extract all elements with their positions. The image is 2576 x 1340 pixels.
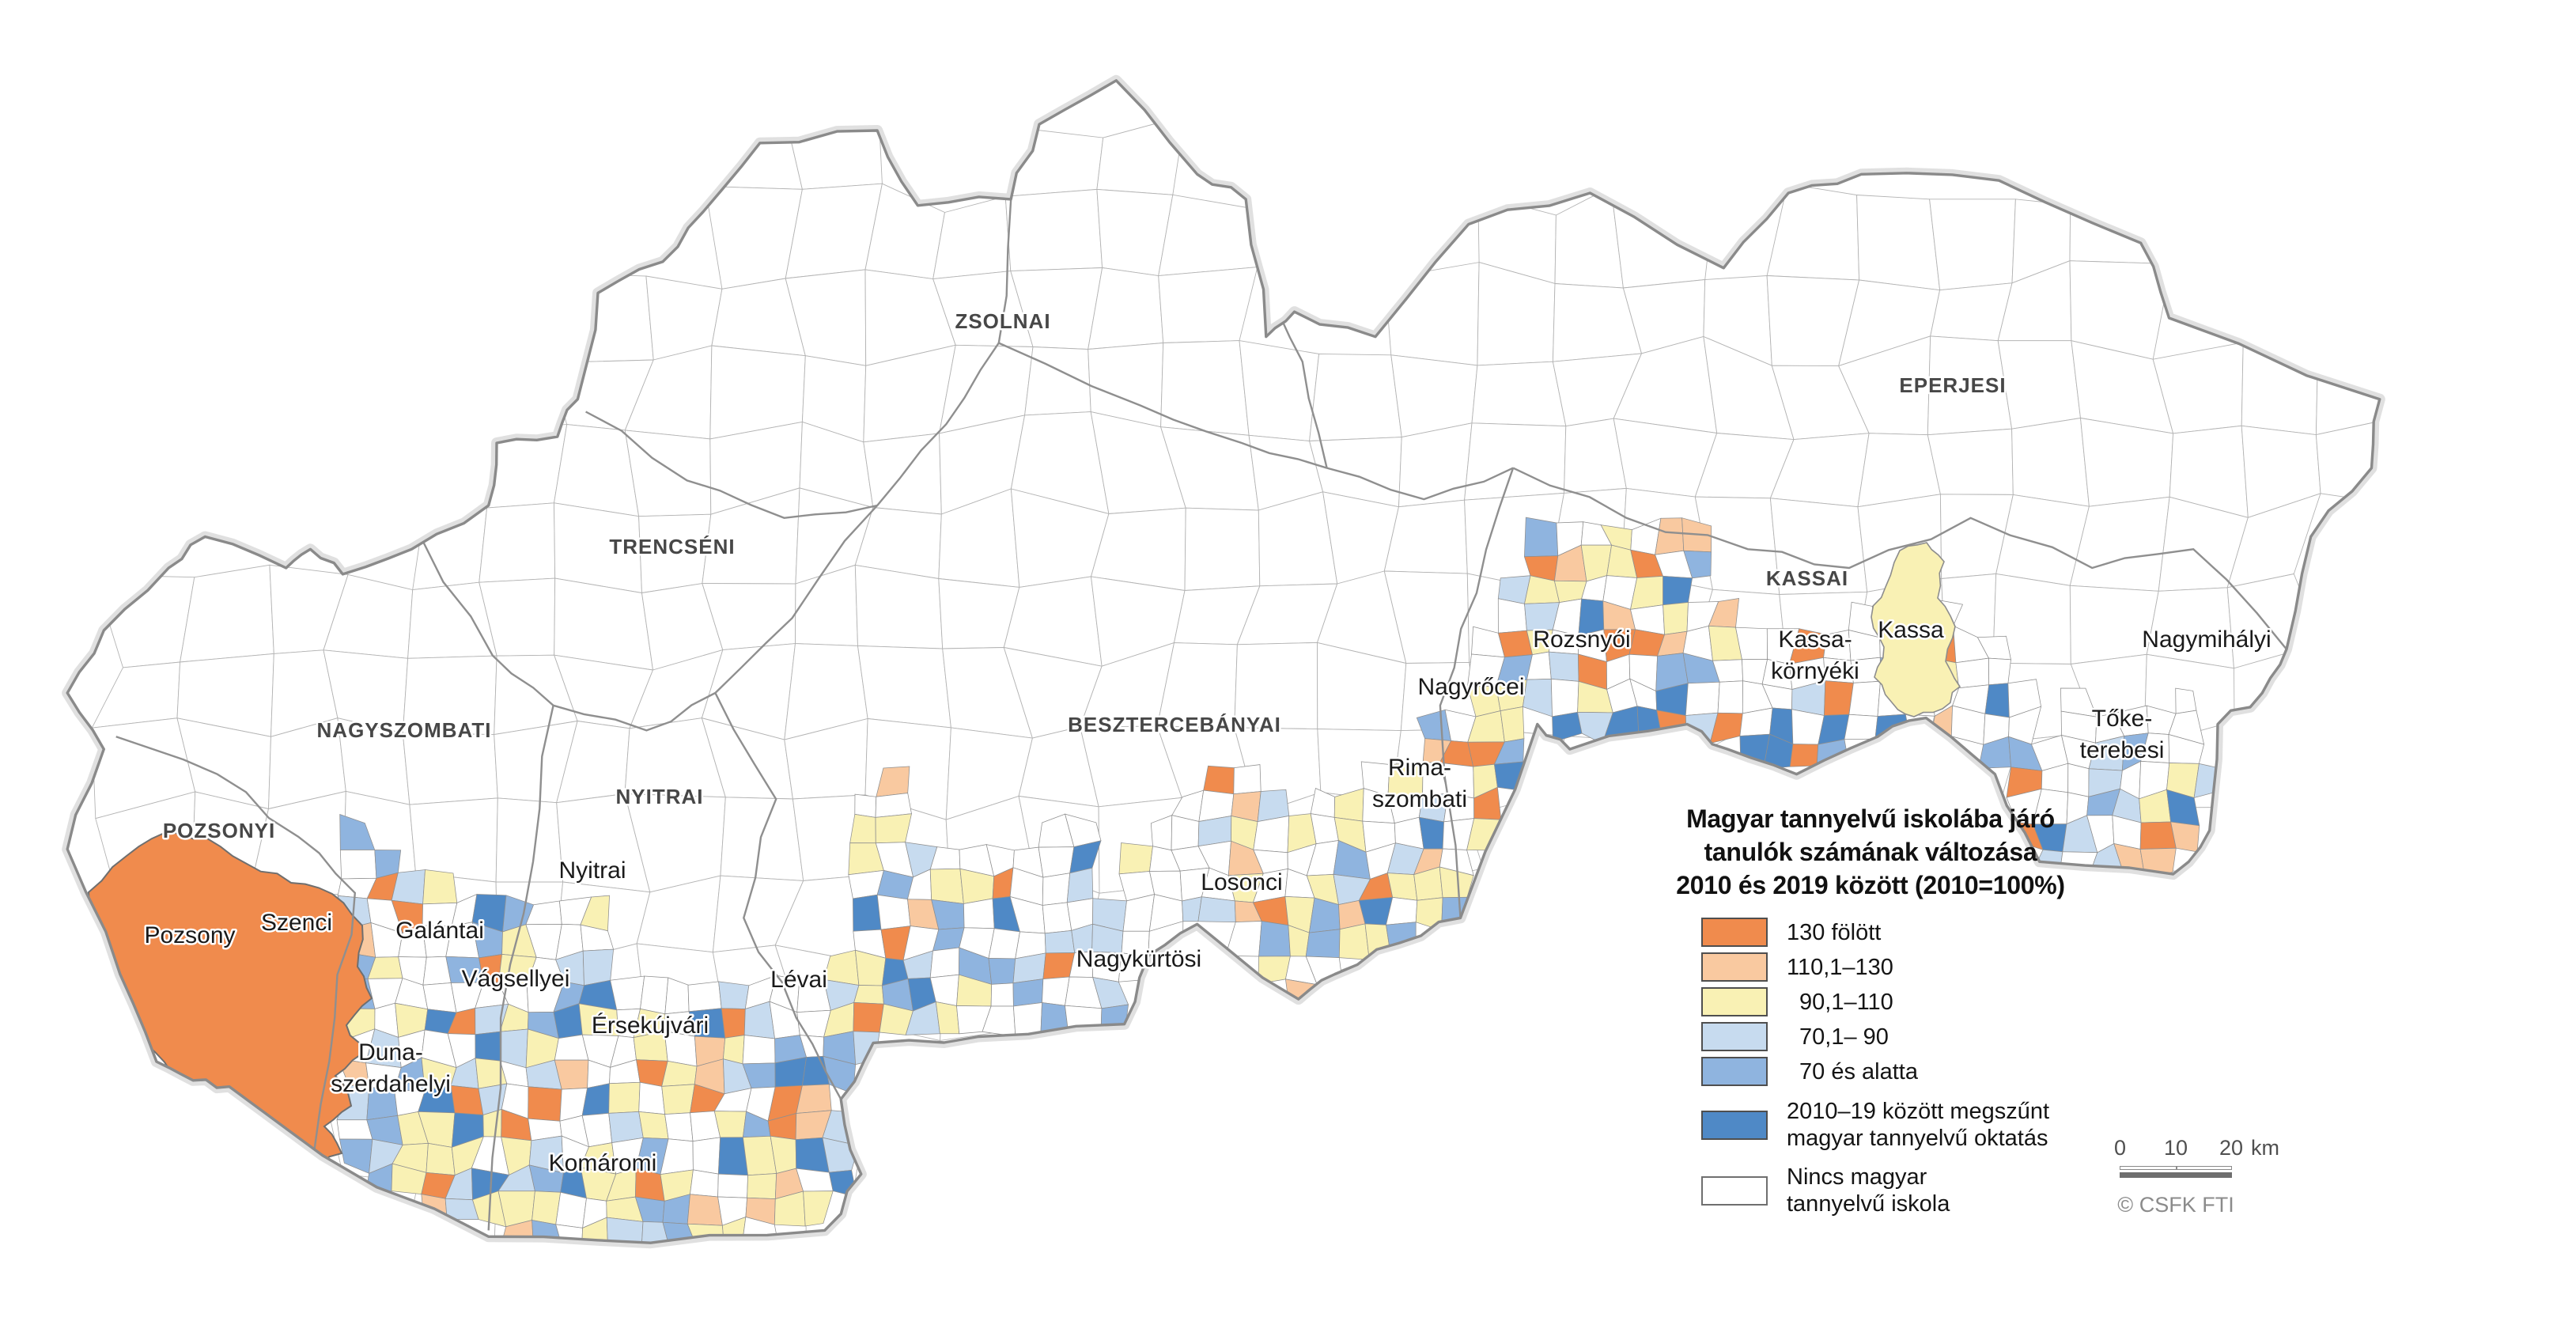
copyright: © CSFK FTI [2117, 1193, 2234, 1217]
scale-bar-thin [2120, 1166, 2232, 1170]
legend-item-above-130: 130 fölött [1701, 918, 2084, 947]
legend-label-110-130: 110,1–130 [1787, 954, 1893, 980]
legend-swatch-110-130 [1701, 952, 1768, 982]
scale-tick-label: 10 [2164, 1136, 2188, 1160]
legend-item-discontinued: 2010–19 között megszűnt magyar tannyelvű … [1701, 1098, 2084, 1152]
map-label-szenci: Szenci [261, 910, 332, 936]
map-label-rozsnyoi: Rozsnyói [1533, 626, 1630, 653]
region-pozsony [84, 831, 373, 1171]
map-label-kassa: Kassa [1878, 617, 1944, 643]
legend-label-70-90: 70,1– 90 [1799, 1024, 1889, 1050]
legend-swatch-90-110 [1701, 987, 1768, 1016]
legend-swatch-no-school [1701, 1175, 1768, 1206]
map-label-vagsellyei: Vágsellyei [462, 966, 570, 992]
map-label-kassai: KASSAI [1766, 566, 1848, 590]
map-label-nyitrai: Nyitrai [558, 857, 626, 884]
legend-swatch-70-below [1701, 1057, 1768, 1086]
scale-bar: 0 10 20 km © CSFK FTI [2094, 1136, 2284, 1223]
scale-unit: km [2251, 1136, 2279, 1160]
legend-item-70-below: 70 és alatta [1701, 1057, 2084, 1086]
map-label-nagykurtosi: Nagykürtösi [1076, 946, 1201, 972]
map-label-levai: Lévai [770, 967, 827, 993]
legend: Magyar tannyelvű iskolába járó tanulók s… [1657, 802, 2084, 1223]
scale-bar-thick [2120, 1172, 2232, 1178]
legend-title-line: Magyar tannyelvű iskolába járó [1686, 804, 2055, 833]
map-label-nagyrocei: Nagyrőcei [1417, 674, 1524, 700]
map-labels: POZSONYI NAGYSZOMBATI TRENCSÉNI NYITRAI ZSOL… [142, 308, 2273, 1179]
map-label-losonci: Losonci [1201, 869, 1282, 895]
legend-label-discontinued: 2010–19 között megszűnt magyar tannyelvű … [1787, 1099, 2050, 1151]
kraj-boundaries [115, 199, 2287, 1231]
legend-title: Magyar tannyelvű iskolába járó tanulók s… [1657, 802, 2084, 902]
map-label-trencseni: TRENCSÉNI [609, 535, 735, 558]
map-label-toke-terebesi: Tőke-terebesi [2080, 706, 2165, 763]
legend-item-110-130: 110,1–130 [1701, 952, 2084, 982]
map-label-galantai: Galántai [395, 918, 484, 944]
map-label-pozsonyi: POZSONYI [163, 819, 275, 842]
legend-label-no-school: Nincs magyar tannyelvű iskola [1787, 1164, 1950, 1217]
legend-title-line: tanulók számának változása [1704, 838, 2037, 866]
map-label-kassa-kornyeki: Kassa-környéki [1771, 626, 1859, 684]
legend-item-no-school: Nincs magyar tannyelvű iskola [1701, 1164, 2084, 1217]
map-label-zsolnai: ZSOLNAI [955, 309, 1050, 333]
map-label-nyitrai-kraj: NYITRAI [616, 785, 704, 808]
map-label-rima-szombati: Rima-szombati [1372, 755, 1467, 812]
legend-item-70-90: 70,1– 90 [1701, 1022, 2084, 1051]
scale-labels: 0 10 20 km [2094, 1136, 2284, 1160]
legend-swatch-above-130 [1701, 918, 1768, 947]
map-label-nagyszombati: NAGYSZOMBATI [317, 718, 492, 742]
map-label-komaromi: Komáromi [549, 1150, 657, 1176]
municipality-mosaic [336, 517, 2225, 1243]
legend-label-above-130: 130 fölött [1787, 919, 1882, 945]
map-label-ersekujvari: Érsekújvári [592, 1013, 709, 1039]
legend-item-90-110: 90,1–110 [1701, 987, 2084, 1016]
named-regions [84, 542, 1961, 1171]
legend-swatch-70-90 [1701, 1022, 1768, 1051]
legend-swatch-discontinued [1701, 1110, 1768, 1140]
scale-tick-label: 20 [2219, 1136, 2244, 1160]
map-label-eperjesi: EPERJESI [1899, 373, 2006, 397]
legend-label-70-below: 70 és alatta [1799, 1058, 1918, 1084]
map-label-duna-szerdahelyi: Duna-szerdahelyi [331, 1039, 451, 1097]
map-label-nagymihalyi: Nagymihályi [2142, 626, 2271, 653]
map-label-besztercebanyai: BESZTERCEBÁNYAI [1068, 713, 1281, 736]
scale-tick-label: 0 [2114, 1136, 2127, 1160]
country-border [66, 79, 2381, 1244]
scale-bar-graphic [2120, 1166, 2232, 1178]
map-label-pozsony: Pozsony [144, 922, 235, 948]
legend-title-line: 2010 és 2019 között (2010=100%) [1676, 871, 2065, 899]
region-kassa [1871, 542, 1961, 717]
legend-label-90-110: 90,1–110 [1799, 989, 1893, 1015]
legend-items: 130 fölött 110,1–130 90,1–110 70,1– 90 70 és… [1701, 918, 2084, 1217]
